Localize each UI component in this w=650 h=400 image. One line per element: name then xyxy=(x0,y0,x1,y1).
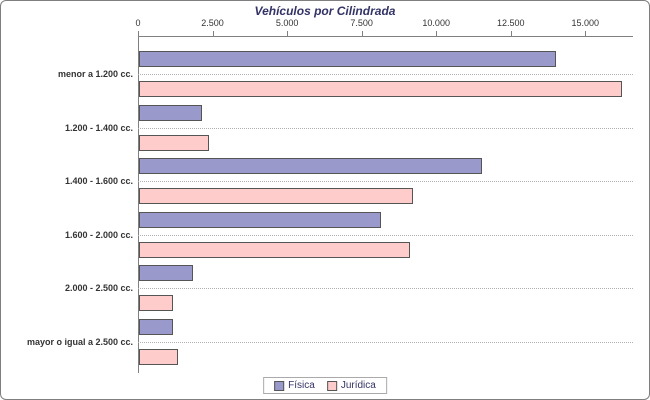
x-tick-mark xyxy=(138,31,139,36)
bar-fisica xyxy=(139,265,193,282)
category-label: 2.000 - 2.500 cc. xyxy=(64,283,133,294)
bar-juridica xyxy=(139,241,411,258)
category-label: mayor o igual a 2.500 cc. xyxy=(26,337,133,347)
x-axis-line xyxy=(138,36,633,37)
legend-label: Física xyxy=(288,380,315,391)
bar-juridica xyxy=(139,134,210,151)
x-tick-label: 15.000 xyxy=(571,18,600,28)
x-tick-mark xyxy=(436,31,438,36)
x-tick-label: 10.000 xyxy=(422,18,450,28)
legend: Física Jurídica xyxy=(263,377,387,394)
x-tick-mark xyxy=(585,31,587,36)
bar-fisica xyxy=(139,319,174,335)
category-gridline xyxy=(138,127,633,129)
y-axis-line xyxy=(138,36,139,373)
bar-juridica xyxy=(139,188,414,205)
category-gridline xyxy=(138,288,633,290)
category-gridline xyxy=(138,181,633,183)
x-tick-label: 2.500 xyxy=(201,18,224,28)
category-label: 1.400 - 1.600 cc. xyxy=(64,176,133,187)
bar-fisica xyxy=(139,104,202,121)
legend-swatch-icon xyxy=(274,380,285,391)
bar-fisica xyxy=(139,158,482,175)
bar-fisica xyxy=(139,211,381,228)
legend-label: Jurídica xyxy=(340,380,376,391)
category-gridline xyxy=(138,234,633,236)
legend-item: Jurídica xyxy=(326,380,376,391)
x-tick-mark xyxy=(361,31,363,36)
x-tick-mark xyxy=(212,31,214,36)
bar-juridica xyxy=(139,349,178,365)
x-tick-label: 12.500 xyxy=(496,18,525,28)
x-tick-label: 0 xyxy=(135,18,141,28)
legend-item: Física xyxy=(274,380,315,391)
x-tick-label: 5.000 xyxy=(275,18,299,28)
legend-swatch-icon xyxy=(326,380,337,391)
bar-juridica xyxy=(139,81,623,97)
category-label: menor a 1.200 cc. xyxy=(57,69,133,79)
x-tick-label: 7.500 xyxy=(350,18,373,28)
chart-title: Vehículos por Cilindrada xyxy=(254,4,396,18)
x-tick-mark xyxy=(287,31,289,36)
bar-fisica xyxy=(139,51,557,67)
category-label: 1.200 - 1.400 cc. xyxy=(64,122,133,133)
x-tick-mark xyxy=(510,31,512,36)
category-gridline xyxy=(138,74,633,75)
category-label: 1.600 - 2.000 cc. xyxy=(64,229,133,240)
category-gridline xyxy=(138,342,633,343)
bar-juridica xyxy=(139,295,174,312)
